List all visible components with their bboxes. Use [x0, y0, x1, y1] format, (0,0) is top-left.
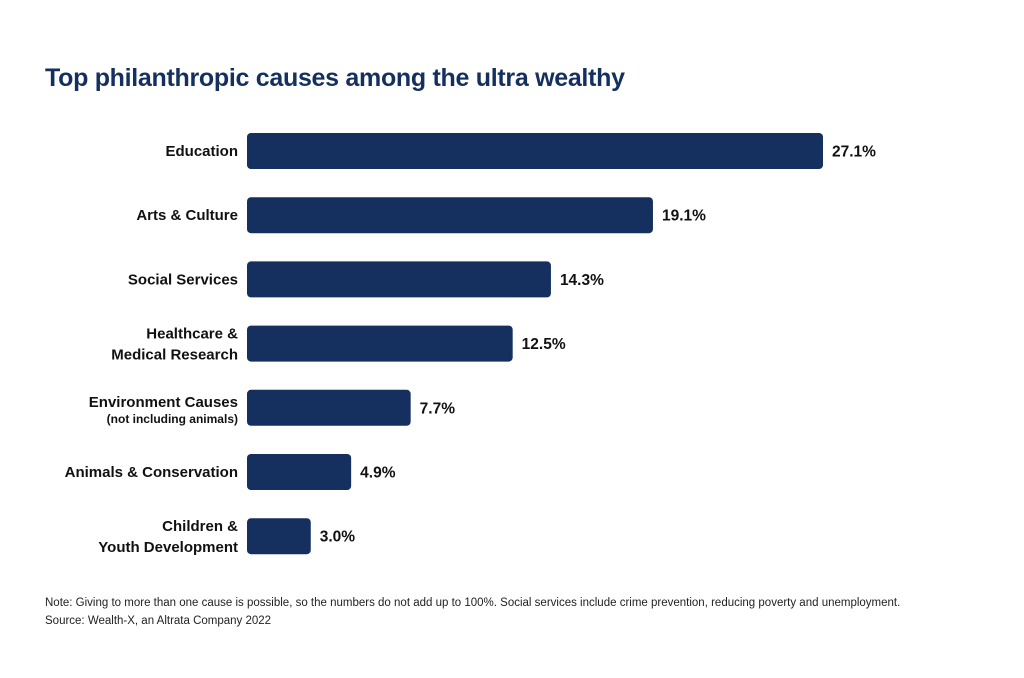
svg-text:Environment Causes: Environment Causes	[89, 394, 238, 411]
category-label-1: Arts & Culture	[136, 207, 238, 224]
svg-text:Animals & Conservation: Animals & Conservation	[65, 464, 238, 481]
value-label-5: 4.9%	[360, 465, 396, 482]
svg-text:Social Services: Social Services	[128, 271, 238, 288]
bar-6	[247, 518, 311, 555]
bar-3	[247, 325, 513, 362]
svg-text:Education: Education	[165, 143, 238, 160]
svg-text:Medical Research: Medical Research	[111, 347, 238, 364]
value-label-2: 14.3%	[560, 272, 604, 289]
category-label-3: Healthcare & Medical Research	[111, 326, 238, 364]
footnote: Note: Giving to more than one cause is p…	[45, 594, 900, 630]
category-label-4: Environment Causes(not including animals…	[89, 394, 238, 426]
category-label-0: Education	[165, 143, 238, 160]
bar-5	[247, 454, 352, 490]
svg-text:Youth Development: Youth Development	[98, 539, 238, 556]
category-label-6: Children & Youth Development	[98, 518, 238, 556]
bar-1	[247, 197, 653, 234]
bar-0	[247, 133, 823, 169]
svg-text:Arts & Culture: Arts & Culture	[136, 207, 238, 224]
bar-2	[247, 261, 551, 298]
bar-4	[247, 389, 411, 426]
svg-text:Healthcare &: Healthcare &	[146, 326, 238, 343]
chart-title: Top philanthropic causes among the ultra…	[45, 64, 625, 92]
value-label-4: 7.7%	[420, 400, 456, 417]
value-label-6: 3.0%	[320, 529, 356, 546]
source-text: Source: Wealth-X, an Altrata Company 202…	[45, 615, 272, 627]
category-label-5: Animals & Conservation	[65, 464, 238, 481]
category-label-2: Social Services	[128, 271, 238, 288]
note-text: Note: Giving to more than one cause is p…	[45, 597, 901, 609]
value-label-0: 27.1%	[832, 144, 876, 161]
svg-text:(not including animals): (not including animals)	[107, 412, 238, 426]
svg-text:Children &: Children &	[162, 518, 238, 535]
value-label-1: 19.1%	[662, 208, 706, 225]
value-label-3: 12.5%	[522, 336, 566, 353]
